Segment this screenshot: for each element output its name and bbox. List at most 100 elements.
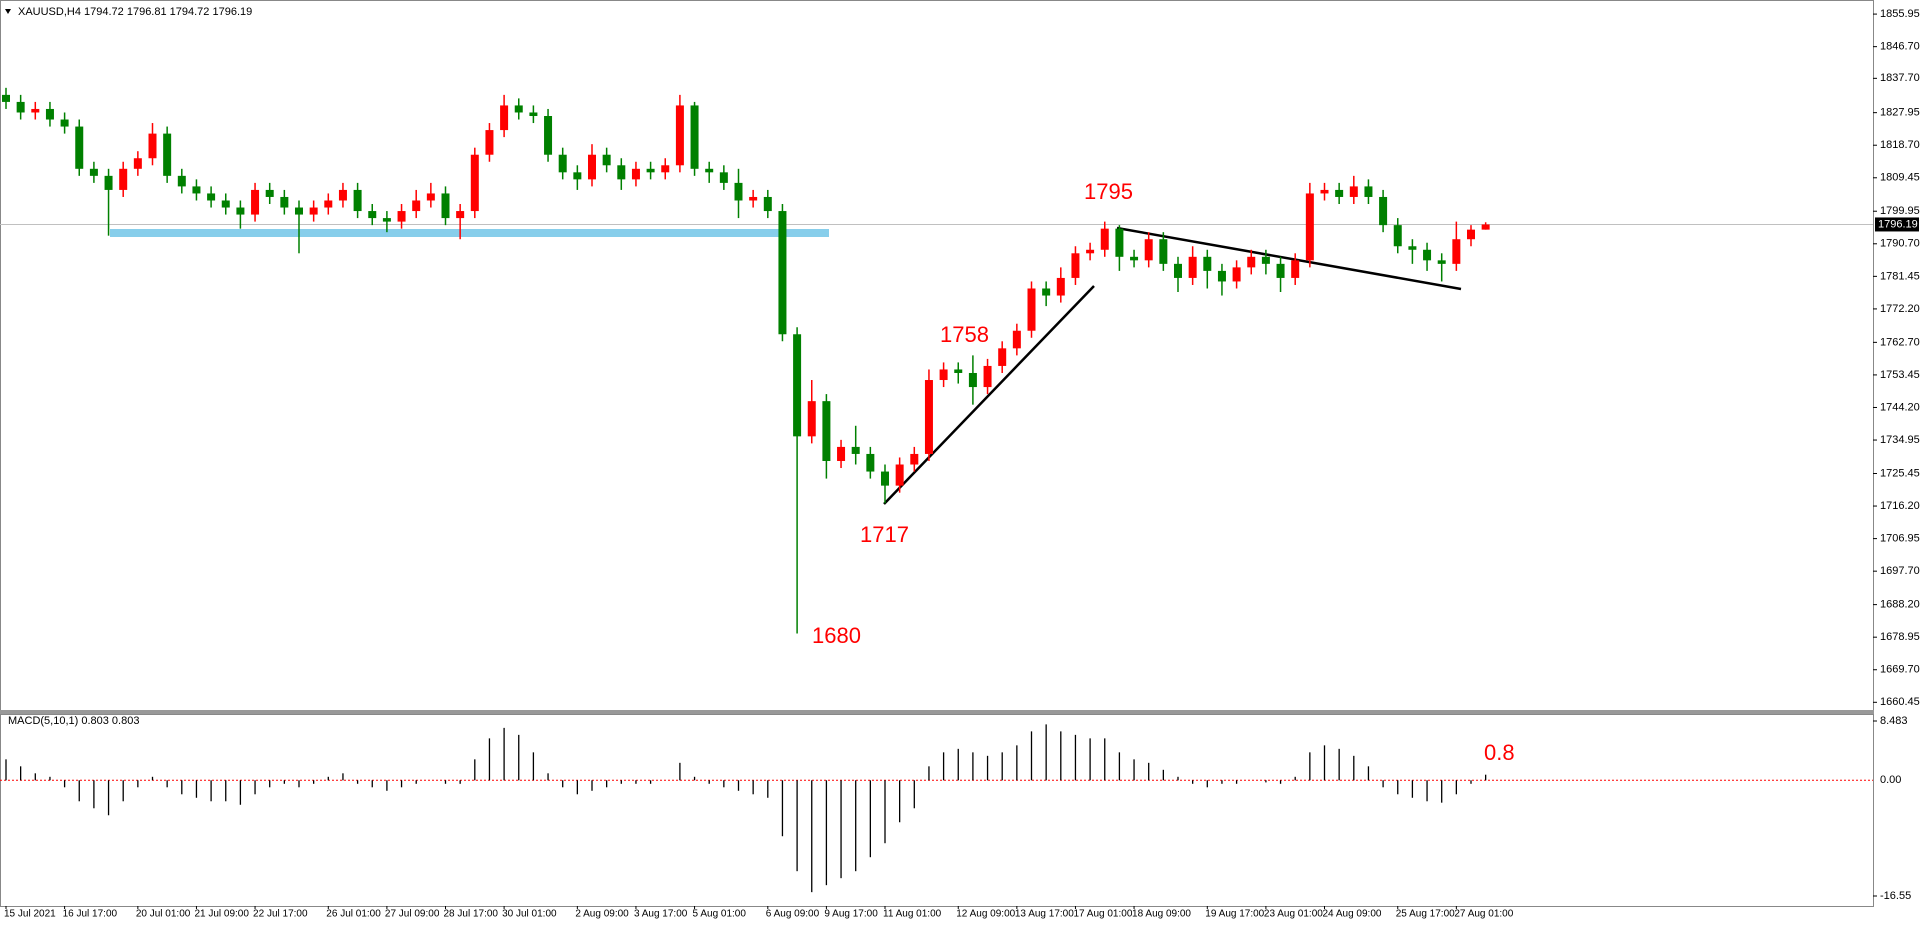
- y-tick-label: 1762.70: [1880, 336, 1920, 348]
- candle-body: [31, 108, 40, 113]
- candle-body: [295, 207, 303, 215]
- candle-body: [1437, 260, 1446, 264]
- candle-body: [1276, 263, 1285, 278]
- y-tick-label: 1725.45: [1880, 467, 1920, 479]
- candle-body: [45, 108, 54, 120]
- candle-body: [1159, 239, 1168, 264]
- candle-body: [866, 453, 875, 472]
- y-tick-label: 1688.20: [1880, 599, 1920, 611]
- candle-body: [1203, 256, 1212, 271]
- candle-body: [397, 211, 406, 222]
- candle-body: [280, 196, 289, 208]
- candle-body: [119, 168, 128, 190]
- candle-body: [456, 211, 465, 219]
- candle-body: [236, 207, 245, 215]
- annotation: 1758: [940, 322, 989, 347]
- candle-body: [807, 401, 816, 437]
- candle-body: [573, 172, 582, 180]
- candle-body: [1261, 256, 1270, 264]
- candle-body: [1423, 249, 1432, 261]
- y-tick-label: 1706.95: [1880, 533, 1920, 545]
- candle-body: [1232, 267, 1241, 282]
- candle-body: [690, 105, 699, 169]
- x-tick-label: 15 Jul 2021: [4, 909, 56, 920]
- x-tick-label: 19 Aug 17:00: [1205, 909, 1264, 920]
- candle-body: [1379, 196, 1388, 226]
- x-tick-label: 24 Aug 09:00: [1323, 909, 1382, 920]
- y-tick-label: 8.483: [1880, 715, 1908, 727]
- candle-body: [778, 211, 787, 335]
- candle-body: [1174, 263, 1182, 278]
- candle-body: [558, 154, 567, 173]
- candle-body: [910, 453, 919, 465]
- trend-line: [1116, 226, 1462, 291]
- x-tick-label: 25 Aug 17:00: [1396, 909, 1455, 920]
- y-tick-label: 1716.20: [1880, 500, 1920, 512]
- candle-body: [1393, 225, 1402, 247]
- y-tick-label: 1697.70: [1880, 565, 1920, 577]
- candle-body: [954, 369, 963, 373]
- x-tick-label: 21 Jul 09:00: [194, 909, 249, 920]
- x-tick-label: 17 Aug 01:00: [1073, 909, 1132, 920]
- y-tick-label: 1837.70: [1880, 72, 1920, 84]
- candle-body: [1027, 288, 1036, 331]
- y-tick-label: 1846.70: [1880, 41, 1920, 53]
- candle-body: [881, 471, 889, 486]
- candle-body: [177, 175, 186, 187]
- candle-body: [719, 172, 728, 183]
- candle-body: [485, 130, 494, 155]
- candle-body: [207, 193, 216, 201]
- candle-body: [1130, 256, 1139, 261]
- candle-body: [529, 112, 538, 117]
- x-tick-label: 16 Jul 17:00: [63, 909, 118, 920]
- candle-body: [1056, 277, 1065, 296]
- candle-body: [368, 211, 377, 219]
- x-tick-label: 11 Aug 01:00: [883, 909, 942, 920]
- x-tick-label: 18 Aug 09:00: [1132, 909, 1191, 920]
- price-label: 1796.19: [1878, 218, 1918, 230]
- candle-body: [324, 200, 333, 208]
- candle-body: [133, 158, 142, 169]
- candle-body: [2, 94, 10, 102]
- annotation: 1717: [860, 522, 909, 547]
- candle-body: [763, 196, 772, 212]
- candle-body: [1100, 228, 1109, 250]
- candle-body: [265, 189, 274, 197]
- x-tick-label: 27 Jul 09:00: [385, 909, 440, 920]
- candle-body: [1320, 189, 1329, 194]
- menu-arrow[interactable]: [5, 9, 11, 14]
- candle-body: [851, 446, 860, 454]
- annotation: 1795: [1084, 179, 1133, 204]
- candle-body: [89, 168, 98, 176]
- candle-body: [148, 133, 157, 159]
- candle-body: [661, 165, 670, 173]
- candle-body: [617, 165, 626, 180]
- x-tick-label: 30 Jul 01:00: [502, 909, 557, 920]
- candle-body: [631, 168, 640, 180]
- candle-body: [441, 193, 450, 219]
- trend-line: [883, 285, 1095, 505]
- candle-body: [939, 369, 948, 381]
- x-tick-label: 2 Aug 09:00: [575, 909, 629, 920]
- candle-body: [500, 105, 509, 131]
- candle-body: [338, 189, 347, 201]
- candle-body: [837, 446, 846, 461]
- candle-body: [309, 207, 318, 215]
- candle-body: [251, 189, 260, 215]
- candle-body: [382, 218, 391, 222]
- candle-body: [924, 380, 933, 454]
- candle-body: [192, 186, 201, 194]
- candle-body: [514, 105, 523, 113]
- x-tick-label: 22 Jul 17:00: [253, 909, 308, 920]
- macd-panel: [0, 714, 1874, 907]
- x-tick-label: 5 Aug 01:00: [693, 909, 747, 920]
- candle-body: [1349, 186, 1358, 197]
- candle-body: [1305, 193, 1314, 261]
- y-tick-label: 1772.20: [1880, 303, 1920, 315]
- candle-body: [793, 334, 802, 437]
- x-tick-label: 26 Jul 01:00: [326, 909, 381, 920]
- y-tick-label: 1678.95: [1880, 631, 1920, 643]
- x-tick-label: 28 Jul 17:00: [444, 909, 499, 920]
